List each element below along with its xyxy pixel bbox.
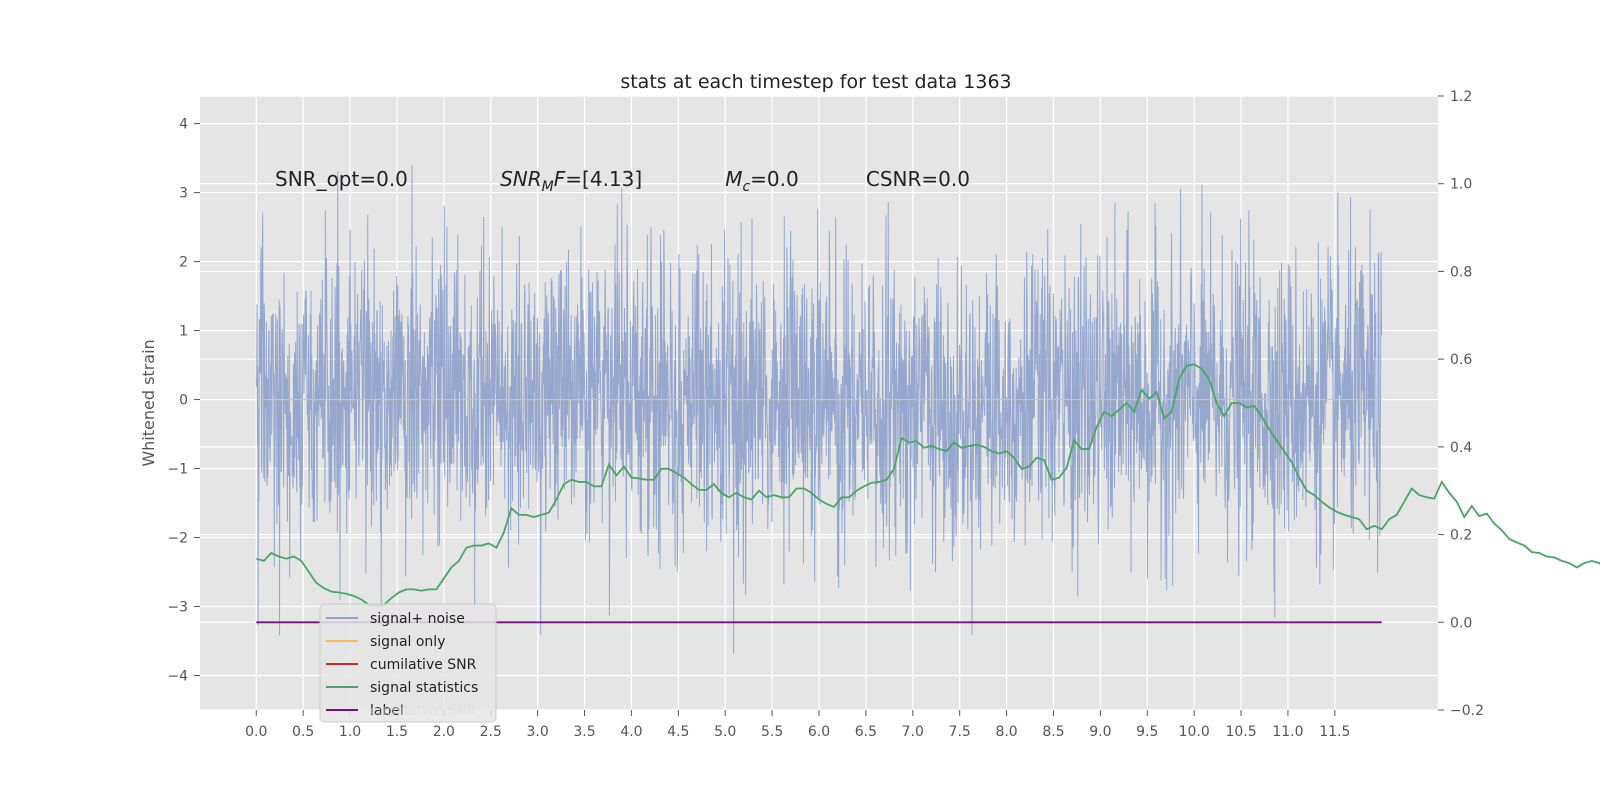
annotation-3: Mc=0.0: [725, 167, 799, 195]
annotation-4: CSNR=0.0: [866, 167, 970, 191]
x-tick-label: 9.5: [1136, 724, 1158, 740]
x-tick-label: 8.5: [1042, 724, 1064, 740]
y-tick-label: 3: [179, 186, 188, 202]
y-axis: −4 −3 −2 −1 0 1 2 3 4: [167, 117, 200, 685]
y-tick-label: −2: [167, 531, 188, 547]
x-tick-label: 5.0: [714, 724, 736, 740]
x-axis: 0.0 0.5 1.0 1.5 2.0 2.5 3.0 3.5 4.0 4.5 5.0 5.5 6.0 6…: [245, 710, 1350, 740]
legend-label-4: signal statistics: [370, 680, 478, 696]
annotation-1: SNR_opt=0.0: [275, 167, 408, 191]
x-tick-label: 4.5: [667, 724, 689, 740]
legend: signal+ noise signal only cumilative SNR si…: [319, 603, 497, 723]
x-tick-label: 0.5: [292, 724, 314, 740]
x-tick-label: 11.5: [1319, 724, 1350, 740]
x-tick-label: 1.5: [386, 724, 408, 740]
y2-tick-label: 1.0: [1450, 177, 1472, 193]
legend-faded-text: cumilative SNR: [370, 703, 477, 719]
x-tick-label: 1.0: [339, 724, 361, 740]
x-tick-label: 2.5: [480, 724, 502, 740]
x-tick-label: 8.0: [995, 724, 1017, 740]
y2-tick-label: −0.2: [1450, 703, 1484, 719]
legend-label-2: signal only: [370, 634, 445, 650]
legend-label-3: cumilative SNR: [370, 657, 477, 673]
x-tick-label: 9.0: [1089, 724, 1111, 740]
chart-title: stats at each timestep for test data 136…: [620, 71, 1011, 93]
x-tick-label: 6.0: [808, 724, 830, 740]
x-tick-label: 2.0: [433, 724, 455, 740]
annotations: SNR_opt=0.0 SNRMF=[4.13] Mc=0.0 CSNR=0.0: [275, 167, 970, 195]
x-tick-label: 6.5: [855, 724, 877, 740]
series-signal-plus-noise: [255, 165, 1383, 654]
y-tick-label: 0: [179, 393, 188, 409]
legend-label-1: signal+ noise: [370, 611, 465, 627]
legend-box: [319, 603, 497, 723]
y-axis-label: Whitened strain: [139, 339, 158, 466]
y2-axis: −0.2 0.0 0.2 0.4 0.6 0.8 1.0 1.2: [1438, 89, 1484, 719]
series-signal-statistics: [256, 363, 1600, 607]
x-tick-label: 0.0: [245, 724, 267, 740]
y-tick-label: −4: [167, 669, 188, 685]
noise-line: [255, 165, 1383, 654]
y-tick-label: −3: [167, 600, 188, 616]
y-tick-label: 1: [179, 324, 188, 340]
y-tick-label: 4: [179, 117, 188, 133]
y2-tick-label: 1.2: [1450, 89, 1472, 105]
x-tick-label: 10.5: [1225, 724, 1256, 740]
y2-tick-label: 0.8: [1450, 264, 1472, 280]
x-tick-label: 7.5: [949, 724, 971, 740]
y2-tick-label: 0.4: [1450, 440, 1472, 456]
y-tick-label: 2: [179, 255, 188, 271]
y2-tick-label: 0.6: [1450, 352, 1472, 368]
x-tick-label: 10.0: [1179, 724, 1210, 740]
annotation-2: SNRMF=[4.13]: [500, 167, 642, 195]
x-tick-label: 5.5: [761, 724, 783, 740]
legend-label-5: label: [370, 703, 404, 719]
x-tick-label: 11.0: [1272, 724, 1303, 740]
x-tick-label: 7.0: [902, 724, 924, 740]
x-tick-label: 4.0: [620, 724, 642, 740]
y2-tick-label: 0.2: [1450, 528, 1472, 544]
y-tick-label: −1: [167, 462, 188, 478]
x-tick-label: 3.5: [573, 724, 595, 740]
y2-tick-label: 0.0: [1450, 615, 1472, 631]
x-tick-label: 3.0: [527, 724, 549, 740]
